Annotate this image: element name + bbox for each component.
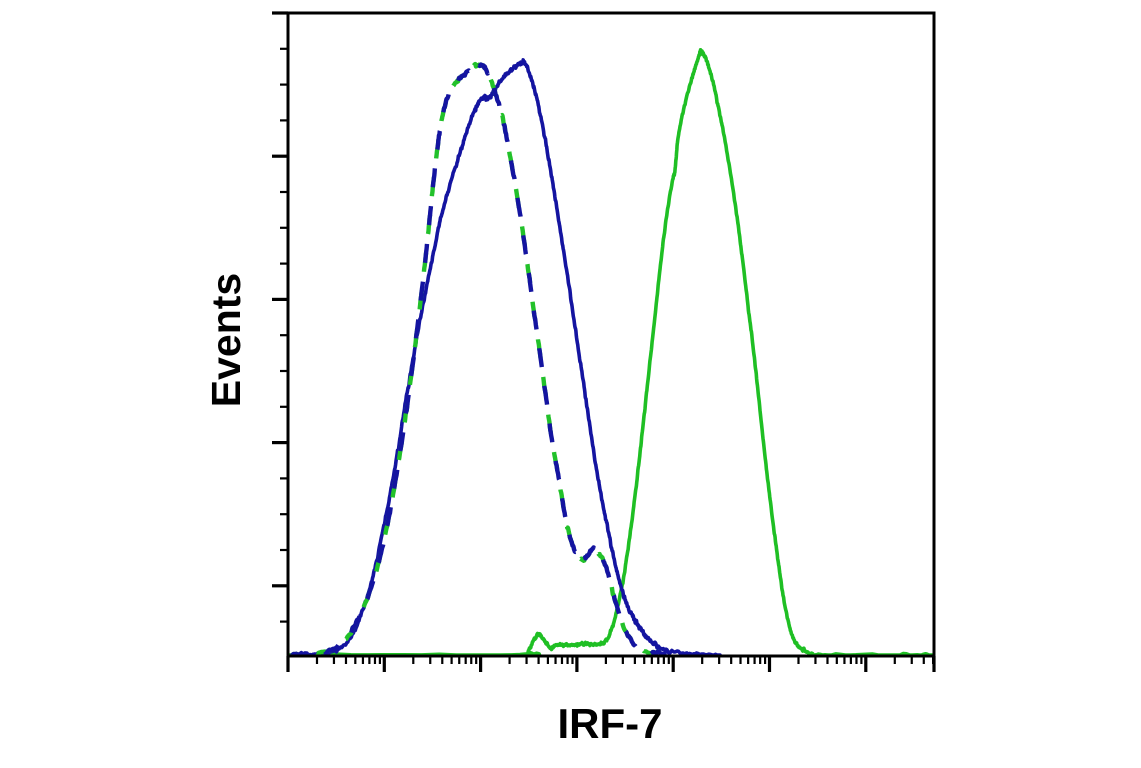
svg-text:Events: Events [203, 273, 249, 407]
svg-text:IRF-7: IRF-7 [558, 700, 663, 747]
